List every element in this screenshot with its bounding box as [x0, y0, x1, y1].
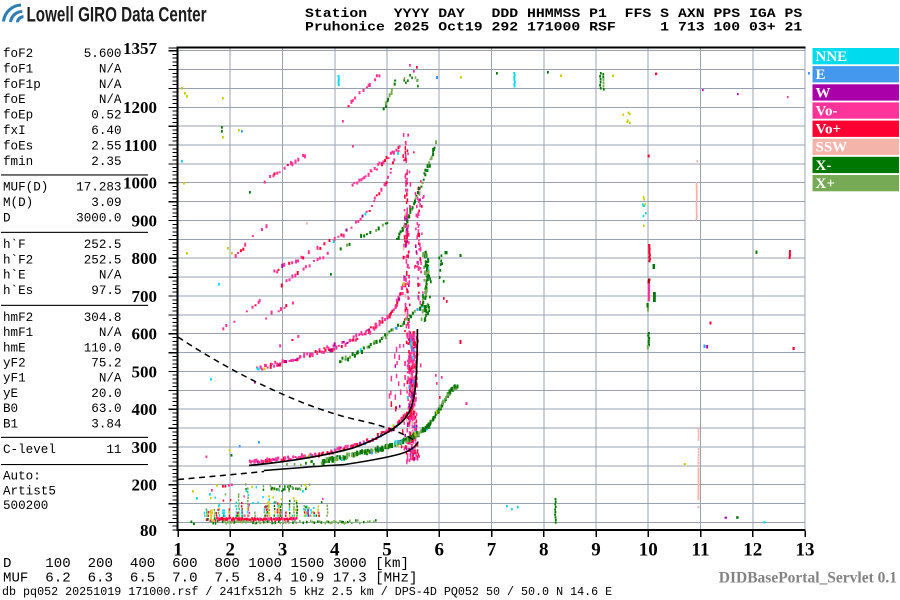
svg-text:80: 80 [140, 521, 157, 540]
svg-text:300: 300 [132, 438, 158, 457]
svg-text:foF1: foF1 [3, 62, 33, 76]
svg-text:D 100 200 400 600 800 1: D 100 200 400 600 800 1000 1500 3000 [km… [3, 556, 409, 572]
svg-text:N/A: N/A [99, 372, 122, 386]
svg-text:75.2: 75.2 [91, 357, 121, 371]
svg-text:h`F: h`F [3, 238, 26, 252]
svg-text:600: 600 [132, 325, 158, 344]
svg-text:N/A: N/A [99, 93, 122, 107]
svg-text:10: 10 [639, 539, 658, 560]
svg-text:63.0: 63.0 [91, 402, 121, 416]
svg-text:yF1: yF1 [3, 372, 26, 386]
svg-text:1: 1 [173, 539, 183, 560]
svg-text:6.40: 6.40 [91, 124, 121, 138]
svg-text:97.5: 97.5 [91, 284, 121, 298]
svg-text:7: 7 [487, 539, 497, 560]
svg-text:foEp: foEp [3, 109, 33, 123]
svg-text:13: 13 [796, 539, 815, 560]
svg-text:foF1p: foF1p [3, 78, 41, 92]
svg-text:W: W [816, 85, 831, 101]
svg-text:3.09: 3.09 [91, 196, 121, 210]
svg-text:yF2: yF2 [3, 357, 26, 371]
svg-text:N/A: N/A [99, 326, 122, 340]
svg-text:hmF1: hmF1 [3, 326, 33, 340]
svg-text:3.84: 3.84 [91, 417, 121, 431]
svg-text:hmE: hmE [3, 341, 26, 355]
svg-text:M(D): M(D) [3, 196, 33, 210]
svg-text:4: 4 [330, 539, 340, 560]
svg-text:2: 2 [225, 539, 235, 560]
svg-text:N/A: N/A [99, 62, 122, 76]
svg-text:20.0: 20.0 [91, 387, 121, 401]
svg-text:Pruhonice 2025 Oct19 292 17100: Pruhonice 2025 Oct19 292 171000 RSF 1 71… [305, 20, 802, 35]
svg-text:Vo-: Vo- [816, 103, 838, 119]
svg-text:B1: B1 [3, 417, 18, 431]
svg-text:17.283: 17.283 [76, 181, 121, 195]
svg-text:1357: 1357 [123, 39, 158, 58]
svg-text:Station YYYY DAY DDD HHMMS: Station YYYY DAY DDD HHMMSS P1 FFS S AXN… [305, 7, 802, 22]
svg-text:fxI: fxI [3, 124, 26, 138]
svg-text:Vo+: Vo+ [816, 122, 842, 138]
svg-text:N/A: N/A [99, 78, 122, 92]
svg-text:304.8: 304.8 [84, 311, 122, 325]
svg-text:foF2: foF2 [3, 47, 33, 61]
svg-text:5: 5 [382, 539, 392, 560]
svg-text:2.35: 2.35 [91, 155, 121, 169]
svg-text:h`Es: h`Es [3, 284, 33, 298]
svg-text:8: 8 [539, 539, 549, 560]
svg-text:12: 12 [743, 539, 762, 560]
svg-text:yE: yE [3, 387, 18, 401]
svg-text:1000: 1000 [123, 174, 157, 193]
svg-text:NNE: NNE [816, 49, 848, 65]
svg-text:E: E [816, 67, 826, 83]
svg-text:Lowell GIRO Data Center: Lowell GIRO Data Center [27, 2, 207, 26]
svg-text:N/A: N/A [99, 269, 122, 283]
svg-text:D: D [3, 211, 11, 225]
svg-text:X+: X+ [816, 176, 835, 192]
svg-text:Auto:: Auto: [3, 470, 41, 484]
svg-text:B0: B0 [3, 402, 18, 416]
svg-text:800: 800 [132, 249, 158, 268]
svg-text:fmin: fmin [3, 155, 33, 169]
svg-text:6: 6 [434, 539, 444, 560]
svg-text:5.600: 5.600 [84, 47, 122, 61]
svg-text:h`F2: h`F2 [3, 253, 33, 267]
svg-text:0.52: 0.52 [91, 109, 121, 123]
svg-text:11: 11 [106, 443, 121, 457]
svg-text:1100: 1100 [124, 136, 157, 155]
svg-text:MUF(D): MUF(D) [3, 181, 48, 195]
svg-text:700: 700 [132, 287, 158, 306]
svg-text:db pq052 20251019 171000.rsf /: db pq052 20251019 171000.rsf / 241fx512h… [2, 585, 612, 599]
svg-text:252.5: 252.5 [84, 238, 122, 252]
svg-text:3000.0: 3000.0 [76, 211, 121, 225]
svg-text:Artist5: Artist5 [3, 484, 56, 498]
svg-text:2.55: 2.55 [91, 139, 121, 153]
svg-text:9: 9 [591, 539, 601, 560]
svg-text:SSW: SSW [816, 140, 848, 156]
svg-text:C-level: C-level [3, 443, 56, 457]
svg-text:500: 500 [132, 362, 158, 381]
svg-text:h`E: h`E [3, 269, 26, 283]
svg-text:110.0: 110.0 [84, 341, 122, 355]
svg-text:X-: X- [816, 158, 832, 174]
svg-text:foE: foE [3, 93, 26, 107]
svg-text:1200: 1200 [123, 98, 157, 117]
svg-text:900: 900 [132, 211, 158, 230]
svg-text:11: 11 [692, 539, 710, 560]
svg-text:3: 3 [278, 539, 288, 560]
svg-text:DIDBasePortal_Servlet 0.1: DIDBasePortal_Servlet 0.1 [719, 570, 897, 587]
svg-text:foEs: foEs [3, 139, 33, 153]
svg-text:200: 200 [132, 476, 158, 495]
svg-text:500200: 500200 [3, 499, 48, 513]
svg-text:MUF 6.2 6.3 6.5 7.0 7.5: MUF 6.2 6.3 6.5 7.0 7.5 8.4 10.9 17.3 [M… [3, 571, 417, 587]
svg-text:252.5: 252.5 [84, 253, 122, 267]
svg-text:hmF2: hmF2 [3, 311, 33, 325]
svg-text:400: 400 [132, 400, 158, 419]
